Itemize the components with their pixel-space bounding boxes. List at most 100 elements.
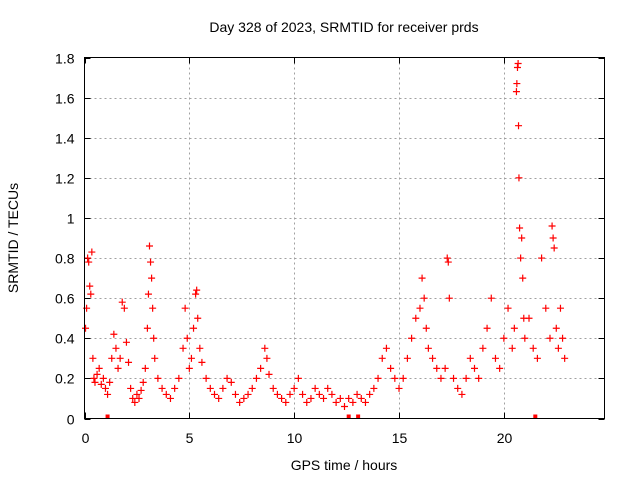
data-point (84, 254, 92, 262)
data-point (399, 374, 407, 382)
data-point (378, 354, 386, 362)
data-point (91, 378, 99, 386)
data-point (420, 294, 428, 302)
data-point (504, 304, 512, 312)
data-point (552, 324, 560, 332)
data-point (479, 344, 487, 352)
data-point (108, 354, 116, 362)
data-point (88, 248, 96, 256)
data-point (114, 364, 122, 372)
data-point (194, 314, 202, 322)
data-point (546, 334, 554, 342)
data-point (236, 398, 244, 406)
data-point (361, 398, 369, 406)
data-point (374, 374, 382, 382)
data-point (151, 354, 159, 362)
data-point (315, 390, 323, 398)
data-point (443, 254, 451, 262)
data-point (112, 344, 120, 352)
data-point (219, 384, 227, 392)
data-point (278, 394, 286, 402)
data-point (143, 324, 151, 332)
data-point (202, 374, 210, 382)
x-tick-label: 15 (392, 430, 408, 446)
data-point (133, 390, 141, 398)
bottom-marker (105, 414, 110, 419)
y-axis-label: SRMTID / TECUs (5, 183, 21, 293)
data-point (550, 244, 558, 252)
data-point (299, 390, 307, 398)
x-axis-label: GPS time / hours (291, 457, 398, 473)
data-point (192, 290, 200, 298)
data-point (141, 364, 149, 372)
data-point (122, 338, 130, 346)
data-point (290, 384, 298, 392)
data-point (175, 374, 183, 382)
data-point (508, 344, 516, 352)
data-point (429, 354, 437, 362)
data-point (370, 384, 378, 392)
data-point (196, 344, 204, 352)
data-point (144, 290, 152, 298)
data-point (244, 390, 252, 398)
data-point (261, 344, 269, 352)
data-point (475, 374, 483, 382)
data-point (82, 324, 90, 332)
data-point (154, 374, 162, 382)
data-point (422, 324, 430, 332)
data-point (190, 324, 198, 332)
data-point (387, 364, 395, 372)
data-point (458, 390, 466, 398)
y-tick-label: 1.4 (55, 131, 75, 147)
data-point (206, 384, 214, 392)
data-point (548, 222, 556, 230)
data-point (513, 64, 521, 72)
data-point (181, 304, 189, 312)
data-point (158, 384, 166, 392)
data-point (513, 80, 521, 88)
y-tick-label: 1 (67, 211, 75, 227)
data-point (450, 374, 458, 382)
data-point (525, 314, 533, 322)
y-tick-label: 0.2 (55, 371, 75, 387)
data-point (307, 394, 315, 402)
data-point (118, 298, 126, 306)
data-point (538, 254, 546, 262)
data-point (471, 364, 478, 372)
bottom-marker (356, 414, 361, 419)
data-point (282, 398, 290, 406)
data-point (231, 390, 239, 398)
data-point (556, 304, 564, 312)
data-point (149, 304, 157, 312)
data-point (518, 234, 526, 242)
data-point (187, 354, 195, 362)
data-point (418, 274, 426, 282)
bottom-marker (533, 414, 538, 419)
data-point (263, 354, 271, 362)
data-point (85, 258, 93, 266)
data-point (89, 354, 97, 362)
data-point (437, 374, 445, 382)
data-point (183, 334, 191, 342)
data-point (382, 344, 390, 352)
data-point (120, 304, 128, 312)
data-point (311, 384, 319, 392)
data-point (223, 374, 231, 382)
data-point (462, 374, 470, 382)
data-point (320, 394, 328, 402)
data-point (391, 374, 399, 382)
data-point (529, 344, 537, 352)
data-point (97, 380, 105, 388)
data-point (127, 384, 135, 392)
y-tick-label: 1.8 (55, 51, 75, 67)
data-point (198, 358, 206, 366)
data-point (185, 364, 193, 372)
x-tick-label: 20 (497, 430, 513, 446)
data-point (366, 390, 374, 398)
data-point (561, 354, 569, 362)
data-point (215, 394, 223, 402)
data-point (445, 294, 453, 302)
data-point (147, 258, 155, 266)
data-point (349, 398, 357, 406)
